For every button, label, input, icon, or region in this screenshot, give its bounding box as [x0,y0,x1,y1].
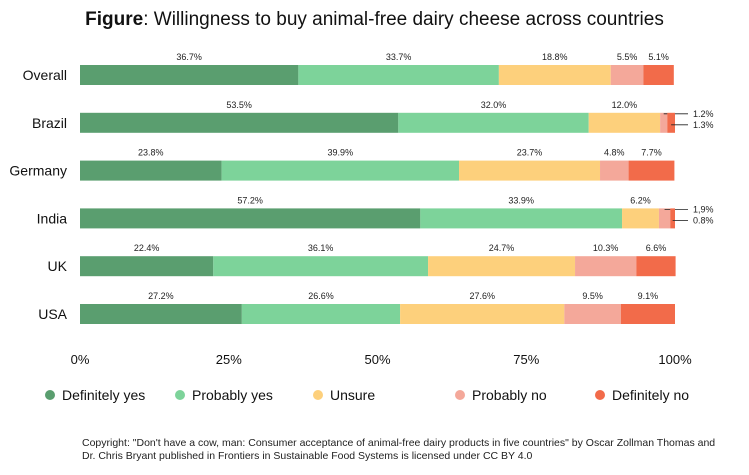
legend-marker-probably-yes [175,390,185,400]
title-bold: Figure [85,9,144,30]
data-label-overall-definitely-yes: 36.7% [176,52,202,62]
bar-germany-probably-no [600,160,629,181]
bar-overall-definitely-yes [80,65,299,85]
bar-brazil-probably-yes [398,112,589,133]
x-tick-50: 50% [364,352,390,367]
data-label-india-definitely-yes: 57.2% [237,195,263,205]
bar-brazil-probably-no [660,112,668,133]
bar-usa-unsure [400,304,565,324]
bar-india-definitely-no [670,208,675,229]
bar-india-definitely-yes [80,208,421,229]
data-label-germany-definitely-no: 7.7% [641,148,662,158]
category-label-india: India [37,210,68,226]
bar-usa-definitely-no [620,304,675,324]
bar-usa-probably-yes [241,304,401,324]
bar-overall-definitely-no [643,65,674,85]
data-label-india-probably-no: 1,9% [693,204,714,214]
x-tick-75: 75% [513,352,539,367]
category-label-overall: Overall [23,67,67,83]
data-label-germany-probably-yes: 39.9% [328,148,354,158]
data-label-germany-definitely-yes: 23.8% [138,148,164,158]
data-label-brazil-unsure: 12.0% [612,100,638,110]
x-tick-100: 100% [658,352,692,367]
bar-india-probably-no [658,208,671,229]
bar-germany-definitely-yes [80,160,222,181]
bar-uk-definitely-no [636,256,676,277]
data-label-india-probably-yes: 33.9% [508,195,534,205]
data-label-brazil-definitely-yes: 53.5% [226,100,252,110]
data-label-uk-definitely-no: 6.6% [646,243,667,253]
data-label-usa-probably-no: 9.5% [582,291,603,301]
legend-marker-definitely-yes [45,390,55,400]
data-label-india-definitely-no: 0.8% [693,215,714,225]
bar-germany-probably-yes [221,160,460,181]
legend-label-definitely-no: Definitely no [612,387,689,403]
bar-india-probably-yes [420,208,623,229]
bar-germany-unsure [459,160,601,181]
bar-uk-probably-no [575,256,637,277]
bar-brazil-unsure [588,112,661,133]
legend-marker-unsure [313,390,323,400]
title-rest: : Willingness to buy animal-free dairy c… [143,9,664,30]
category-label-germany: Germany [9,163,67,179]
data-label-overall-definitely-no: 5.1% [648,52,669,62]
data-label-germany-unsure: 23.7% [517,148,543,158]
bar-overall-probably-no [610,65,644,85]
data-label-india-unsure: 6.2% [630,195,651,205]
category-label-brazil: Brazil [32,115,67,131]
bar-uk-unsure [428,256,576,277]
legend-label-probably-yes: Probably yes [192,387,273,403]
copyright-note: Copyright: "Don't have a cow, man: Consu… [82,437,716,462]
bar-overall-probably-yes [298,65,499,85]
chart-title: Figure: Willingness to buy animal-free d… [0,9,749,31]
category-label-usa: USA [38,306,67,322]
legend-marker-definitely-no [595,390,605,400]
bar-brazil-definitely-no [667,112,675,133]
data-label-uk-definitely-yes: 22.4% [134,243,160,253]
bar-germany-definitely-no [628,160,675,181]
bar-usa-probably-no [564,304,621,324]
legend-marker-probably-no [455,390,465,400]
category-label-uk: UK [48,258,68,274]
bar-overall-unsure [498,65,611,85]
legend-label-probably-no: Probably no [472,387,547,403]
data-label-uk-probably-no: 10.3% [593,243,619,253]
bar-india-unsure [622,208,659,229]
legend-label-definitely-yes: Definitely yes [62,387,145,403]
data-label-uk-unsure: 24.7% [489,243,515,253]
data-label-usa-definitely-yes: 27.2% [148,291,174,301]
data-label-overall-probably-yes: 33.7% [386,52,412,62]
data-label-usa-unsure: 27.6% [469,291,495,301]
stacked-bar-chart: Overall 36.7% 33.7% 18.8% 5.5% 5.1% Brazil 53.5… [9,52,714,403]
data-label-brazil-definitely-no: 1.3% [693,120,714,130]
data-label-usa-probably-yes: 26.6% [308,291,334,301]
data-label-overall-unsure: 18.8% [542,52,568,62]
x-tick-0: 0% [71,352,90,367]
data-label-overall-probably-no: 5.5% [617,52,638,62]
legend-label-unsure: Unsure [330,387,375,403]
bar-uk-probably-yes [213,256,429,277]
data-label-brazil-probably-no: 1.2% [693,109,714,119]
bar-uk-definitely-yes [80,256,214,277]
x-tick-25: 25% [216,352,242,367]
data-label-germany-probably-no: 4.8% [604,148,625,158]
data-label-brazil-probably-yes: 32.0% [481,100,507,110]
bar-usa-definitely-yes [80,304,242,324]
data-label-usa-definitely-no: 9.1% [638,291,659,301]
bar-brazil-definitely-yes [80,112,399,133]
data-label-uk-probably-yes: 36.1% [308,243,334,253]
